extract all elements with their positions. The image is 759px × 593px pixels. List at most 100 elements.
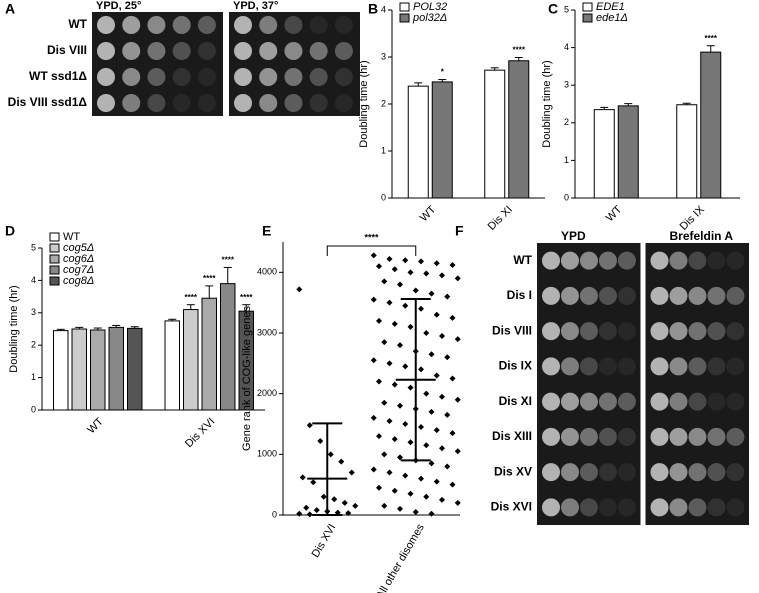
legend-swatch [399,13,410,23]
legend-label: cog5Δ [63,242,94,254]
panel-letter: E [262,223,271,239]
point [331,496,338,503]
y-tick-label: 5 [31,242,36,252]
point [423,270,430,277]
point [376,433,382,440]
spot [122,42,141,60]
point [454,396,461,403]
column-label: YPD, 25° [96,0,141,12]
point [397,454,403,461]
point [418,366,424,373]
spot [579,357,598,376]
y-axis-label: Doubling time (hr) [8,285,20,372]
column-label: YPD [561,229,586,243]
spot [334,94,353,112]
point [381,278,388,285]
spot [259,42,278,60]
significance-label: * [441,68,445,77]
significance-label: **** [364,232,379,242]
spot [97,94,115,112]
point [376,484,382,491]
significance-label: **** [185,293,198,302]
row-label: Dis XVI [491,500,532,514]
y-tick-label: 1 [381,145,386,155]
spot [560,251,579,270]
point [433,478,440,485]
spot [284,68,303,86]
y-axis-label: Gene rank of COG-like genes [241,306,253,451]
spot [598,251,617,270]
spot [707,392,726,411]
spot [334,42,353,60]
point [407,439,414,446]
point [381,339,388,346]
panel-letter: B [368,1,378,17]
point [428,290,435,297]
spot [598,286,617,305]
plate-image [645,243,749,525]
spot [669,286,688,305]
point [454,448,461,455]
y-tick-label: 0 [381,192,386,202]
spot [726,498,745,517]
point [370,357,377,364]
spot [669,498,688,517]
spot [122,94,141,112]
point [407,490,414,497]
point [386,417,393,424]
spot [707,251,726,270]
significance-label: **** [240,293,253,302]
spot [334,16,353,34]
spot [97,68,115,86]
spot [197,94,216,112]
point [454,499,461,506]
spot [579,463,598,482]
point [444,463,451,470]
point [433,260,440,267]
point [352,502,359,509]
spot [542,357,560,376]
point [397,402,403,409]
point [310,479,317,486]
spot [707,286,726,305]
legend-swatch [49,265,60,275]
legend-swatch [49,232,60,242]
spot [579,322,598,341]
spot [650,251,669,270]
spot [147,16,166,34]
y-tick-label: 2 [564,117,569,127]
y-tick-label: 0 [272,509,277,519]
spot [688,392,707,411]
point [454,336,461,343]
spot [579,286,598,305]
legend-swatch [582,2,593,12]
row-label: WT ssd1Δ [29,69,87,83]
bar [407,85,429,199]
spot [259,68,278,86]
spot [147,68,166,86]
spot [560,498,579,517]
point [386,469,393,476]
point [428,510,435,517]
row-label: Dis XV [494,464,532,478]
spot [542,427,560,446]
bar [53,330,69,411]
legend-swatch [582,13,593,23]
point [433,427,440,434]
y-tick-label: 3 [564,80,569,90]
spot [688,357,707,376]
spot [707,357,726,376]
x-tick-label: WT [85,415,106,436]
x-tick-label: Dis XVI [183,416,217,450]
spot [669,463,688,482]
spot [234,94,252,112]
spot [122,68,141,86]
legend-label: pol32Δ [412,12,447,24]
spot [284,16,303,34]
spot [234,42,252,60]
point [370,466,377,473]
bar [108,326,124,411]
point [433,372,440,379]
y-tick-label: 0 [564,192,569,202]
row-label: Dis I [507,288,532,302]
